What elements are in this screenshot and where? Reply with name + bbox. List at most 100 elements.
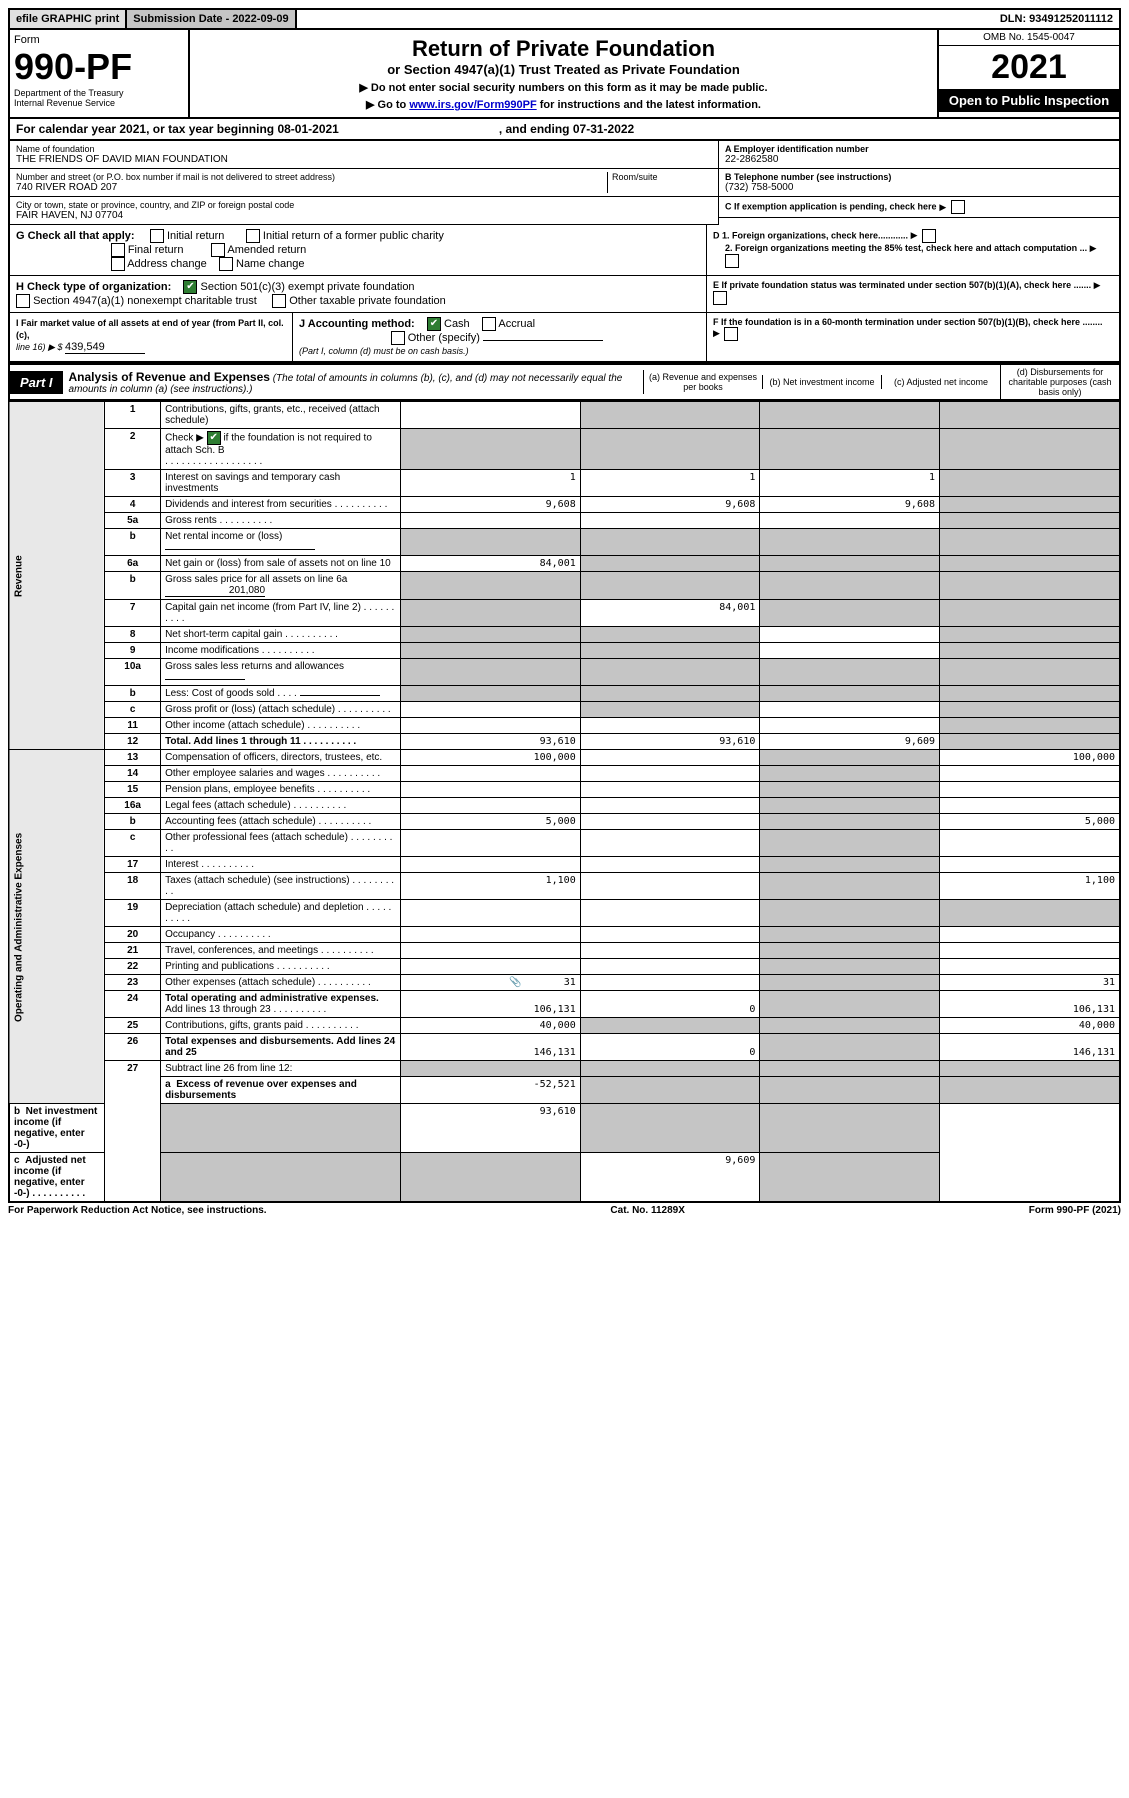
cell-a — [401, 402, 581, 429]
line-desc: Accounting fees (attach schedule) — [161, 814, 401, 830]
tax-year: 2021 — [939, 46, 1119, 89]
d2-label: 2. Foreign organizations meeting the 85%… — [725, 243, 1087, 253]
line-desc: Other employee salaries and wages — [161, 766, 401, 782]
footer-left: For Paperwork Reduction Act Notice, see … — [8, 1205, 267, 1216]
line-num: 14 — [105, 766, 161, 782]
cell-c: 9,609 — [760, 734, 940, 750]
cell-d: 31 — [940, 975, 1120, 991]
l27c-d: Adjusted net income (if negative, enter … — [14, 1155, 86, 1199]
form-note-ssn: ▶ Do not enter social security numbers o… — [196, 81, 931, 94]
g-final-checkbox[interactable] — [111, 243, 125, 257]
arrow-icon — [1090, 243, 1099, 253]
col-d-header: (d) Disbursements for charitable purpose… — [1000, 365, 1119, 399]
g-amended-checkbox[interactable] — [211, 243, 225, 257]
line-num: 2 — [105, 429, 161, 470]
g-address: Address change — [127, 258, 207, 270]
h-other-checkbox[interactable] — [272, 294, 286, 308]
g-address-checkbox[interactable] — [111, 257, 125, 271]
line-num: 15 — [105, 782, 161, 798]
c-checkbox[interactable] — [951, 200, 965, 214]
l23-a-val: 31 — [564, 977, 576, 988]
attachment-icon[interactable]: 📎 — [509, 977, 521, 988]
h-4947-checkbox[interactable] — [16, 294, 30, 308]
l27a-d: Excess of revenue over expenses and disb… — [165, 1079, 357, 1101]
j-accrual: Accrual — [498, 318, 535, 330]
ein-value: 22-2862580 — [725, 154, 1113, 165]
col-c-header: (c) Adjusted net income — [881, 375, 1000, 389]
line-num: 10a — [105, 659, 161, 686]
line-desc: Total. Add lines 1 through 11 — [161, 734, 401, 750]
j-cash: Cash — [444, 318, 470, 330]
h-501c3: Section 501(c)(3) exempt private foundat… — [201, 281, 415, 293]
cell-d: 5,000 — [940, 814, 1120, 830]
line-num: 12 — [105, 734, 161, 750]
calendar-year-row: For calendar year 2021, or tax year begi… — [8, 119, 1121, 141]
foundation-city: FAIR HAVEN, NJ 07704 — [16, 210, 712, 221]
cal-mid: , and ending — [499, 122, 573, 136]
phone-value: (732) 758-5000 — [725, 182, 1113, 193]
f-label: F If the foundation is in a 60-month ter… — [713, 317, 1103, 327]
g-initial: Initial return — [167, 230, 224, 242]
j-other-checkbox[interactable] — [391, 331, 405, 345]
line-desc: Interest — [161, 857, 401, 873]
line-num: 23 — [105, 975, 161, 991]
part1-table: Revenue 1 Contributions, gifts, grants, … — [8, 401, 1121, 1203]
sch-b-checkbox[interactable] — [207, 431, 221, 445]
line-desc: Check ▶ if the foundation is not require… — [161, 429, 401, 470]
line-desc: Contributions, gifts, grants, etc., rece… — [161, 402, 401, 429]
addr-label: Number and street (or P.O. box number if… — [16, 172, 607, 182]
g-label: G Check all that apply: — [16, 230, 135, 242]
g-initial-checkbox[interactable] — [150, 229, 164, 243]
cell-a: 84,001 — [401, 556, 581, 572]
cell-d: 40,000 — [940, 1018, 1120, 1034]
note2-post: for instructions and the latest informat… — [537, 99, 761, 111]
cell-a: 9,608 — [401, 497, 581, 513]
line-num: 5a — [105, 513, 161, 529]
efile-box[interactable]: efile GRAPHIC print — [10, 10, 125, 28]
col-b-header: (b) Net investment income — [762, 375, 881, 389]
line-desc: Other expenses (attach schedule) — [161, 975, 401, 991]
foundation-address: 740 RIVER ROAD 207 — [16, 182, 607, 193]
l10a-desc: Gross sales less returns and allowances — [165, 661, 344, 672]
form-number: 990-PF — [14, 46, 184, 88]
cell-d: 106,131 — [940, 991, 1120, 1018]
line-desc: Net gain or (loss) from sale of assets n… — [161, 556, 401, 572]
line-desc: Other professional fees (attach schedule… — [161, 830, 401, 857]
g-name-checkbox[interactable] — [219, 257, 233, 271]
i-label: I Fair market value of all assets at end… — [16, 318, 284, 340]
submission-date: Submission Date - 2022-09-09 — [125, 10, 296, 28]
j-cash-checkbox[interactable] — [427, 317, 441, 331]
cal-end: 07-31-2022 — [573, 122, 634, 136]
l5b-desc: Net rental income or (loss) — [165, 531, 282, 542]
cell-b — [580, 402, 760, 429]
g-initial-former-checkbox[interactable] — [246, 229, 260, 243]
l6b-desc: Gross sales price for all assets on line… — [165, 574, 347, 585]
omb-number: OMB No. 1545-0047 — [939, 30, 1119, 46]
l6b-value: 201,080 — [165, 585, 265, 597]
city-label: City or town, state or province, country… — [16, 200, 712, 210]
cell-b: 0 — [580, 991, 760, 1018]
j-other: Other (specify) — [408, 332, 480, 344]
line-num: 6a — [105, 556, 161, 572]
dln: DLN: 93491252011112 — [297, 10, 1119, 28]
line-num: 21 — [105, 943, 161, 959]
d2-checkbox[interactable] — [725, 254, 739, 268]
line-num: 27 — [105, 1061, 161, 1203]
line-desc: Gross sales price for all assets on line… — [161, 572, 401, 600]
line-num: b — [105, 529, 161, 556]
footer-right: Form 990-PF (2021) — [1029, 1205, 1121, 1216]
line-desc: Subtract line 26 from line 12: — [161, 1061, 401, 1077]
j-accrual-checkbox[interactable] — [482, 317, 496, 331]
h-501c3-checkbox[interactable] — [183, 280, 197, 294]
form990pf-link[interactable]: www.irs.gov/Form990PF — [409, 99, 536, 111]
name-label: Name of foundation — [16, 144, 712, 154]
line-desc: Compensation of officers, directors, tru… — [161, 750, 401, 766]
g-amended: Amended return — [227, 244, 306, 256]
f-checkbox[interactable] — [724, 327, 738, 341]
d1-checkbox[interactable] — [922, 229, 936, 243]
line-num: b — [105, 814, 161, 830]
l10b-desc: Less: Cost of goods sold — [165, 688, 275, 699]
j-label: J Accounting method: — [299, 318, 415, 330]
cell-d: 1,100 — [940, 873, 1120, 900]
e-checkbox[interactable] — [713, 291, 727, 305]
